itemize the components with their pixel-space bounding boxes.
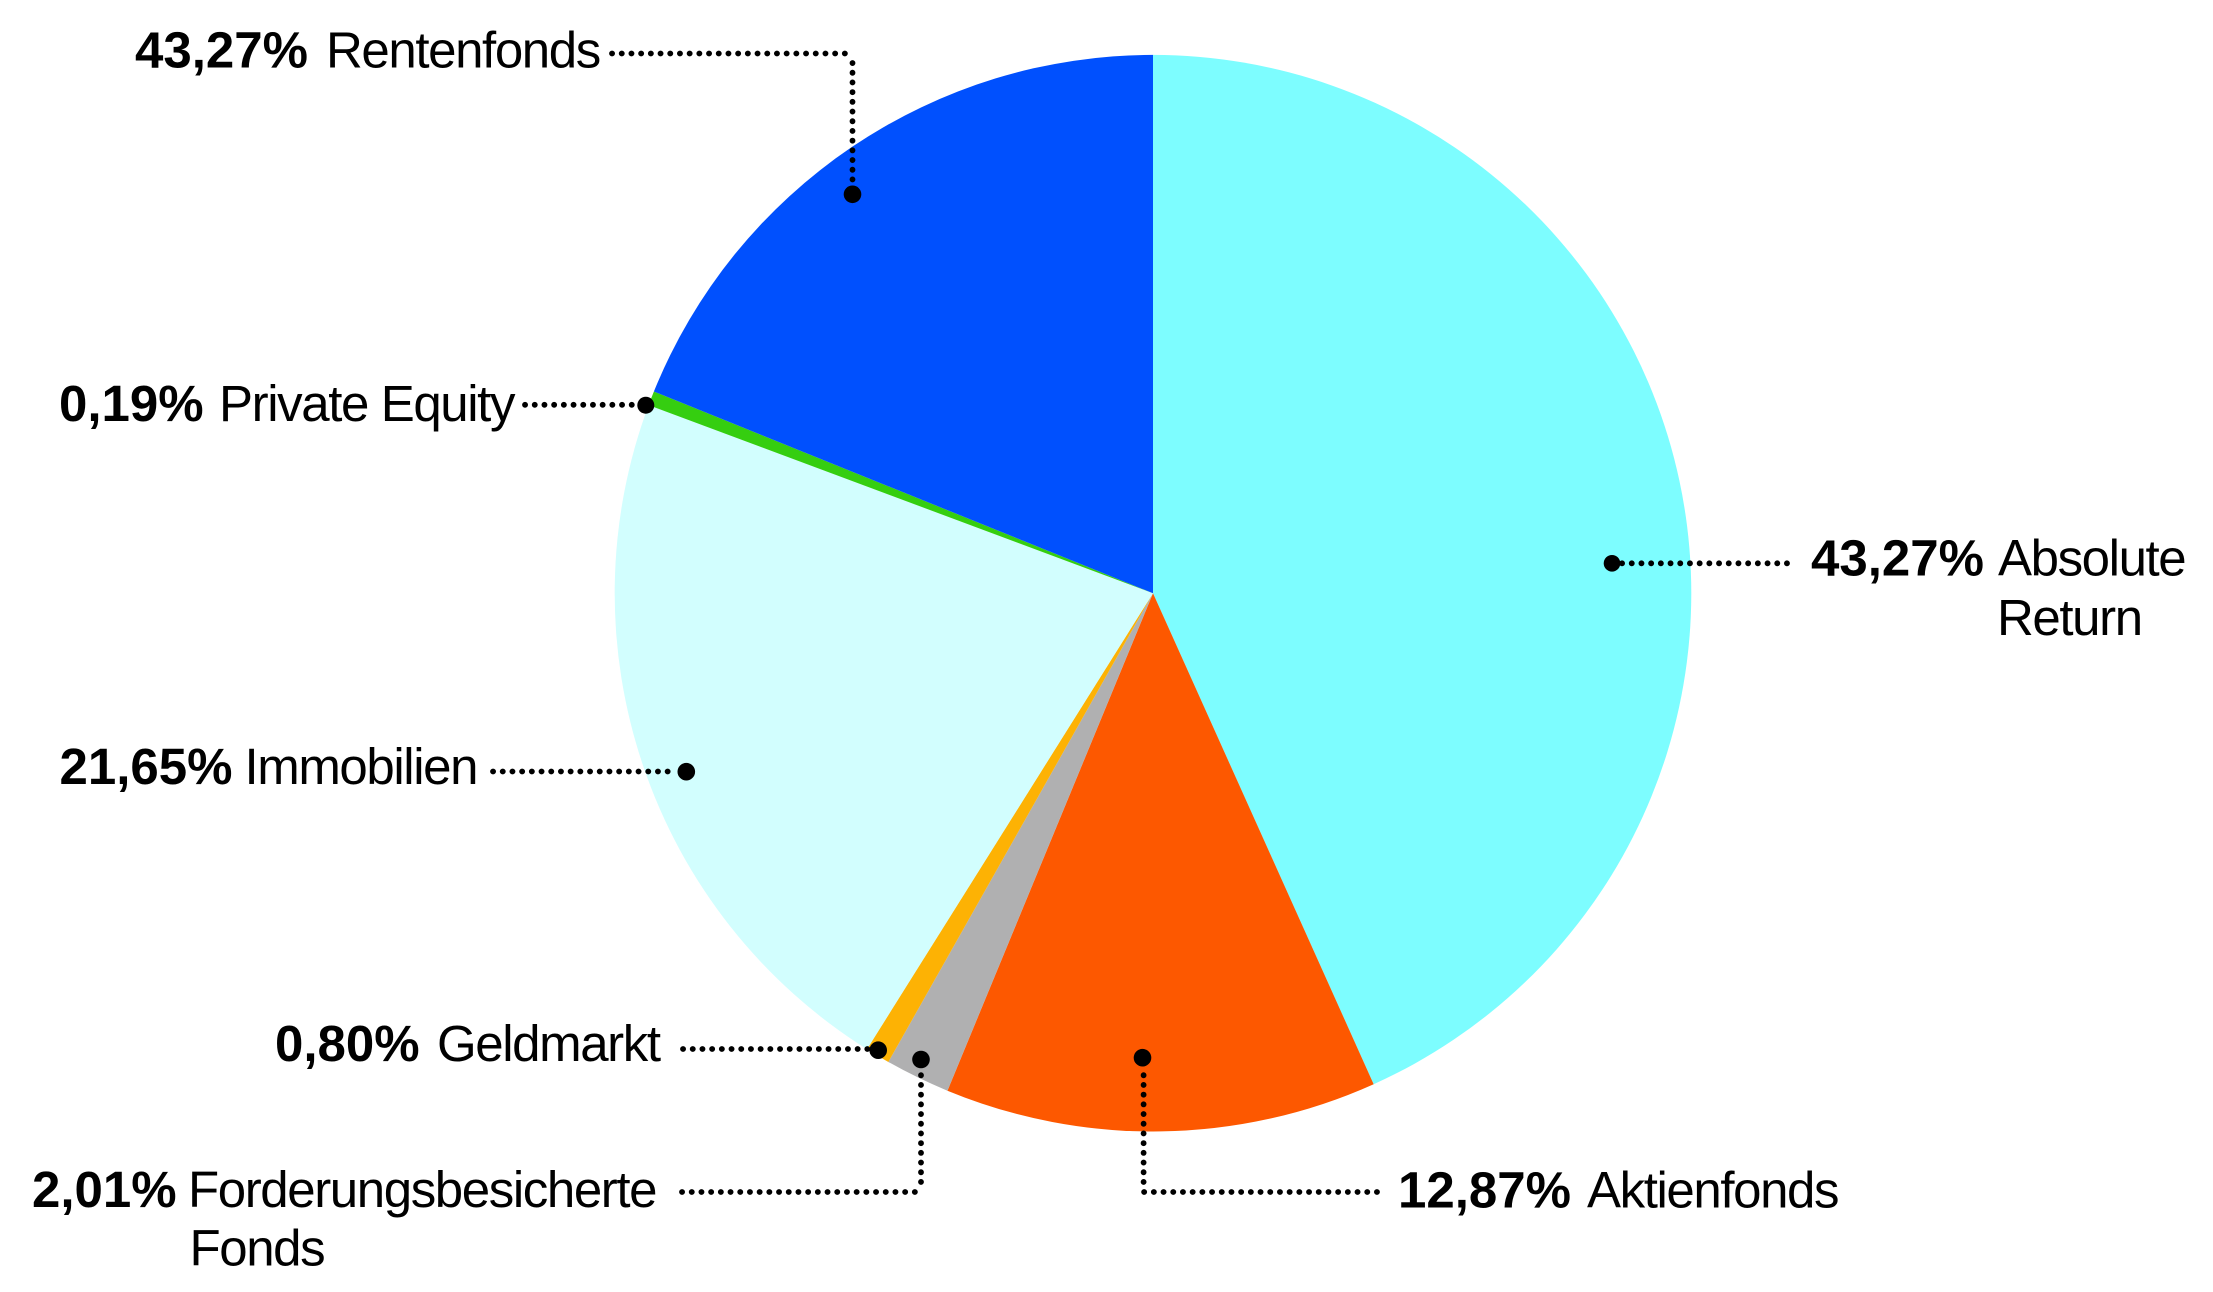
svg-text:12,87%Aktienfonds: 12,87% Aktienfonds: [1398, 1162, 1838, 1219]
svg-text:Return: Return: [1997, 589, 2142, 646]
svg-text:2,01%Forderungsbesicherte: 2,01% Forderungsbesicherte: [32, 1161, 656, 1218]
svg-text:0,19%Private Equity: 0,19% Private Equity: [59, 375, 516, 432]
svg-text:43,27%Absolute: 43,27% Absolute: [1811, 530, 2185, 587]
svg-text:21,65%Immobilien: 21,65% Immobilien: [60, 738, 478, 795]
svg-text:0,80%Geldmarkt: 0,80% Geldmarkt: [275, 1015, 661, 1072]
svg-text:Fonds: Fonds: [190, 1220, 325, 1277]
svg-text:43,27%Rentenfonds: 43,27% Rentenfonds: [135, 22, 600, 79]
